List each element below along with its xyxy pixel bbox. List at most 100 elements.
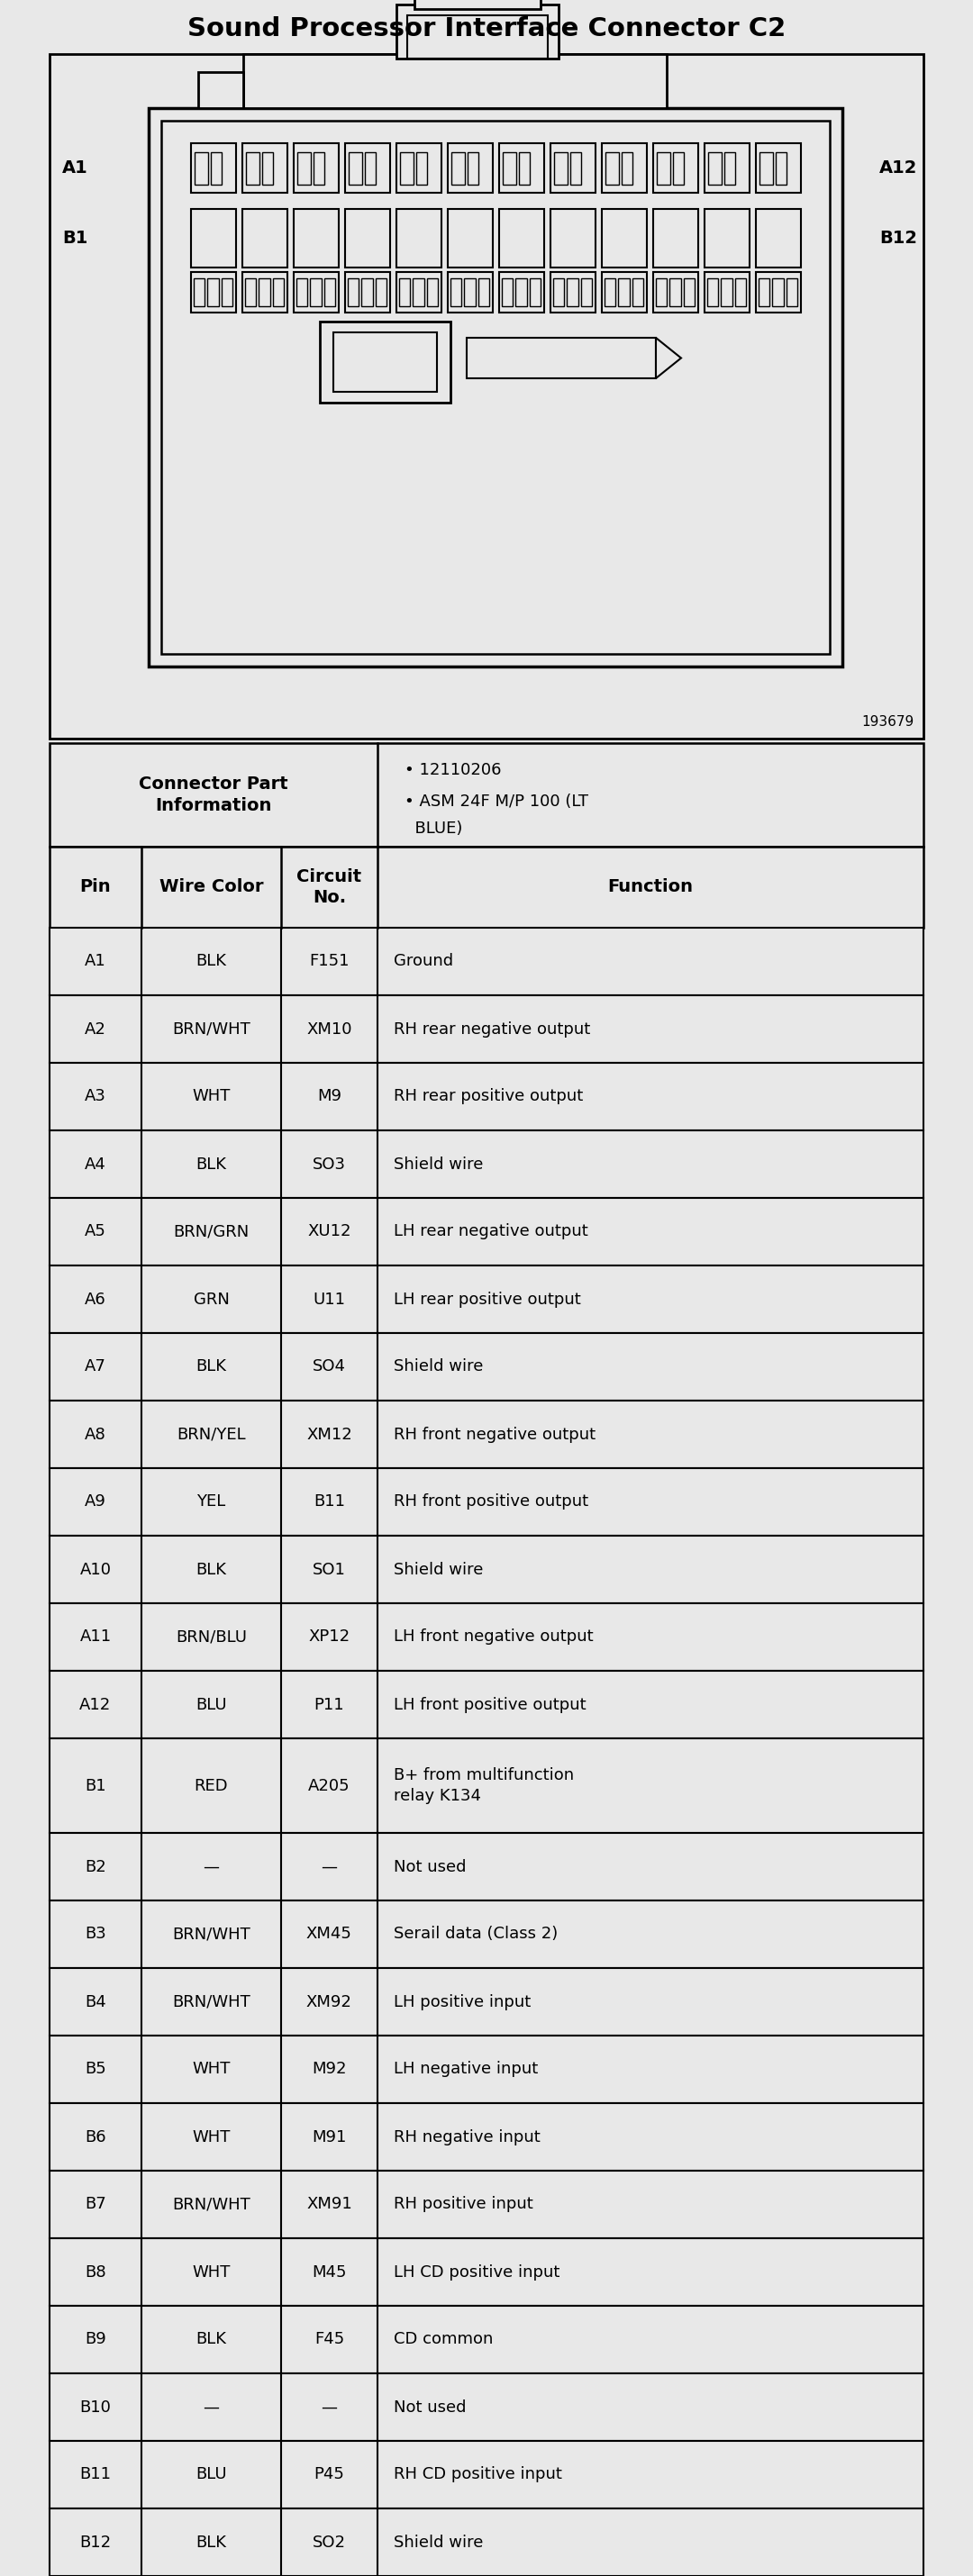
Bar <box>50 927 923 994</box>
Bar <box>653 144 698 193</box>
Bar <box>195 152 207 185</box>
Bar <box>245 152 259 185</box>
Text: B7: B7 <box>85 2197 106 2213</box>
Bar <box>400 152 414 185</box>
Bar <box>194 278 204 307</box>
Bar <box>272 278 284 307</box>
Bar <box>550 144 595 193</box>
Bar <box>50 1198 923 1265</box>
Text: Sound Processor Interface Connector C2: Sound Processor Interface Connector C2 <box>187 15 786 41</box>
Bar <box>501 278 513 307</box>
Bar <box>162 121 830 654</box>
Text: 193679: 193679 <box>862 716 915 729</box>
Bar <box>399 278 410 307</box>
Text: Shield wire: Shield wire <box>393 1358 483 1376</box>
Bar <box>448 209 492 268</box>
Bar <box>50 848 923 927</box>
Text: A8: A8 <box>85 1427 106 1443</box>
Bar <box>755 144 801 193</box>
Bar <box>516 278 526 307</box>
Bar <box>262 152 272 185</box>
Text: BLK: BLK <box>196 953 227 969</box>
Bar <box>50 1468 923 1535</box>
Text: M91: M91 <box>312 2128 346 2146</box>
Bar <box>519 152 529 185</box>
Bar <box>657 152 669 185</box>
Bar <box>467 152 478 185</box>
Bar <box>50 1332 923 1401</box>
Bar <box>707 152 721 185</box>
Text: B2: B2 <box>85 1860 106 1875</box>
Bar <box>50 1739 923 1834</box>
Bar <box>50 2372 923 2442</box>
Bar <box>50 1535 923 1602</box>
Bar <box>759 152 773 185</box>
Bar <box>758 278 770 307</box>
Text: Connector Part
Information: Connector Part Information <box>139 775 288 814</box>
Text: BRN/YEL: BRN/YEL <box>177 1427 246 1443</box>
Bar <box>347 278 359 307</box>
Bar <box>50 54 923 739</box>
Text: A6: A6 <box>85 1291 106 1309</box>
Text: RH front positive output: RH front positive output <box>393 1494 589 1510</box>
Bar <box>669 278 681 307</box>
Bar <box>478 278 489 307</box>
Text: RH rear positive output: RH rear positive output <box>393 1090 583 1105</box>
Bar <box>324 278 335 307</box>
Bar <box>426 278 438 307</box>
Bar <box>296 278 307 307</box>
Text: CD common: CD common <box>393 2331 493 2347</box>
Text: WHT: WHT <box>192 2061 231 2076</box>
Bar <box>550 273 595 312</box>
Text: LH positive input: LH positive input <box>393 1994 530 2009</box>
Text: A11: A11 <box>80 1628 111 1646</box>
Bar <box>448 144 492 193</box>
Bar <box>50 1401 923 1468</box>
Text: RH rear negative output: RH rear negative output <box>393 1020 590 1038</box>
Bar <box>50 1968 923 2035</box>
Text: B8: B8 <box>85 2264 106 2280</box>
Bar <box>499 144 544 193</box>
Bar <box>50 1131 923 1198</box>
Bar <box>50 1602 923 1672</box>
Bar <box>259 278 270 307</box>
Bar <box>601 144 646 193</box>
Bar <box>721 278 732 307</box>
Text: WHT: WHT <box>192 1090 231 1105</box>
Text: —: — <box>321 2398 338 2416</box>
Text: —: — <box>321 1860 338 1875</box>
Text: A1: A1 <box>62 160 88 178</box>
Bar <box>242 144 287 193</box>
Bar <box>207 278 219 307</box>
Bar <box>414 0 541 8</box>
Text: Pin: Pin <box>80 878 111 896</box>
Text: Not used: Not used <box>393 2398 466 2416</box>
Bar <box>415 152 426 185</box>
Text: RH negative input: RH negative input <box>393 2128 540 2146</box>
Bar <box>467 337 656 379</box>
Bar <box>293 144 339 193</box>
Text: BRN/WHT: BRN/WHT <box>172 1927 250 1942</box>
Text: RED: RED <box>195 1777 229 1793</box>
Bar <box>293 273 339 312</box>
Bar <box>502 152 516 185</box>
Bar <box>221 278 233 307</box>
Text: LH rear positive output: LH rear positive output <box>393 1291 581 1309</box>
Bar <box>50 2102 923 2172</box>
Bar <box>464 278 475 307</box>
Text: LH negative input: LH negative input <box>393 2061 538 2076</box>
Bar <box>581 278 592 307</box>
Bar <box>313 152 324 185</box>
Bar <box>448 273 492 312</box>
Bar <box>605 152 619 185</box>
Bar <box>396 5 559 59</box>
Text: F45: F45 <box>314 2331 344 2347</box>
Bar <box>704 273 749 312</box>
Text: B5: B5 <box>85 2061 106 2076</box>
Bar <box>653 273 698 312</box>
Bar <box>50 742 923 848</box>
Bar <box>706 278 718 307</box>
Bar <box>704 209 749 268</box>
Bar <box>50 2306 923 2372</box>
Bar <box>376 278 386 307</box>
